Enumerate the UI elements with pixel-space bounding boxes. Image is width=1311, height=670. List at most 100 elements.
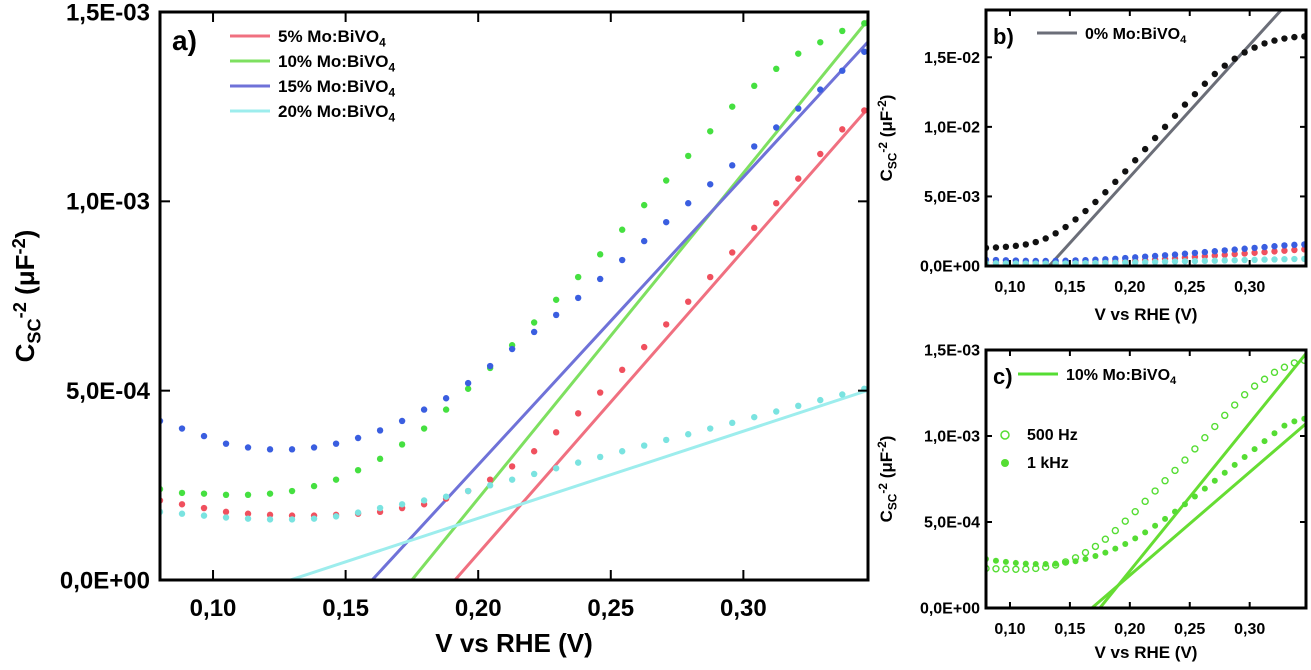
data-point: [817, 150, 824, 158]
legend-entry: 10% Mo:BiVO4: [278, 52, 396, 74]
data-point: [1231, 55, 1238, 62]
plot-frame: [984, 348, 1308, 610]
data-point: [1201, 257, 1209, 265]
data-point: [663, 436, 670, 444]
panel-label: c): [993, 364, 1013, 389]
data-point: [530, 319, 538, 326]
data-point: [751, 82, 758, 90]
data-point: [596, 389, 604, 396]
data-point: [332, 476, 340, 483]
x-tick-label: 0,15: [322, 595, 369, 622]
data-point: [596, 251, 604, 258]
data-point: [1241, 453, 1248, 460]
data-point: [1251, 446, 1258, 453]
data-point: [1122, 254, 1129, 262]
data-point: [1230, 401, 1239, 409]
data-point: [1151, 252, 1159, 260]
data-point: [817, 39, 824, 46]
y-label-sub: SC: [885, 152, 899, 169]
panel-b-chart: 0,10 0,15 0,20 0,25 0,30 0,0E+00 5,0E-03 1,0E-0…: [875, 8, 1308, 324]
fit-line-1: [1090, 422, 1306, 608]
data-point: [288, 487, 296, 495]
data-point: [1022, 560, 1029, 567]
data-point: [640, 237, 648, 245]
data-point: [839, 67, 846, 74]
data-point: [1042, 235, 1049, 242]
legend-entry: 5% Mo:BiVO4: [278, 27, 386, 49]
data-point: [508, 345, 516, 353]
data-point: [618, 366, 626, 374]
y-label-base: C: [877, 169, 896, 181]
data-point: [266, 490, 274, 497]
data-point: [1111, 526, 1120, 535]
data-point: [751, 413, 758, 421]
data-point: [707, 181, 714, 188]
legend-text-main: 500 Hz: [1027, 427, 1078, 444]
y-axis-label: CSC-2 (μF-2): [875, 436, 899, 523]
data-point: [310, 482, 318, 490]
y-tick-label: 1,5E-03: [924, 343, 980, 360]
fit-line-1: [410, 18, 868, 580]
legend-entry: 20% Mo:BiVO4: [278, 102, 396, 124]
y-label-sup: -2: [876, 142, 890, 153]
data-point: [1141, 258, 1149, 266]
data-point: [1092, 553, 1099, 560]
data-point: [1002, 243, 1010, 250]
data-point: [618, 448, 626, 455]
data-point: [618, 256, 626, 264]
data-point: [839, 391, 846, 398]
data-point: [1072, 558, 1079, 565]
data-point: [1171, 251, 1179, 258]
legend-text-sub: 4: [1180, 34, 1187, 46]
data-point: [332, 440, 340, 447]
data-point: [707, 425, 714, 432]
data-point: [1211, 477, 1218, 484]
data-point: [1171, 466, 1179, 475]
data-point: [508, 476, 516, 483]
data-point: [574, 294, 582, 302]
fit-line-3: [289, 388, 868, 580]
data-point: [1122, 259, 1129, 266]
data-point: [1241, 256, 1248, 264]
data-point: [1240, 391, 1249, 399]
data-point: [861, 48, 868, 55]
data-point: [1072, 216, 1079, 223]
data-point: [1161, 258, 1169, 265]
data-point: [1201, 485, 1208, 492]
data-point: [464, 385, 472, 392]
x-tick-label: 0,10: [190, 595, 237, 622]
data-point: [1181, 250, 1189, 257]
data-point: [1291, 255, 1298, 263]
data-point: [530, 470, 538, 478]
data-point: [1082, 207, 1089, 215]
y-label-unit-close: ): [10, 230, 40, 239]
data-point: [464, 379, 472, 387]
data-point: [1012, 565, 1020, 573]
data-point: [1012, 242, 1020, 250]
data-point: [1092, 198, 1099, 206]
plot-frame: [158, 10, 870, 582]
x-tick-label: 0,25: [1174, 279, 1205, 296]
data-point: [1141, 145, 1149, 153]
data-point: [1221, 469, 1228, 476]
y-label-base: C: [10, 343, 40, 362]
data-point: [751, 143, 758, 150]
data-point: [1052, 560, 1059, 567]
x-tick-label: 0,25: [587, 595, 634, 622]
data-point: [222, 440, 230, 447]
data-point: [354, 434, 362, 442]
data-point: [420, 425, 428, 432]
y-tick-label: 1,5E-02: [924, 50, 980, 67]
data-point: [178, 489, 186, 497]
data-point: [530, 328, 538, 336]
data-point: [596, 453, 604, 461]
data-point: [1221, 411, 1229, 420]
data-point: [1271, 37, 1278, 44]
data-point: [663, 218, 670, 226]
panel-label: a): [172, 25, 197, 56]
fit-line-0: [1047, 10, 1284, 266]
data-point: [839, 27, 846, 35]
data-point: [795, 105, 802, 112]
data-point: [1241, 250, 1248, 257]
